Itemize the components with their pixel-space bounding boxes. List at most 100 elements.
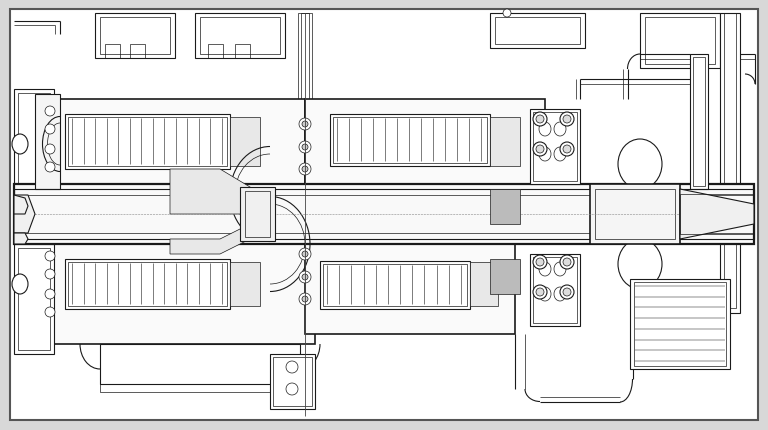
Bar [35,95,60,190]
Bar [490,14,585,49]
Bar [14,244,54,354]
Ellipse shape [302,166,308,172]
Ellipse shape [503,10,511,18]
Bar [634,283,726,366]
Bar [65,259,230,309]
Bar [35,244,315,344]
Bar [68,262,227,306]
Bar [490,118,520,166]
Bar [305,244,515,334]
Polygon shape [14,196,35,233]
Ellipse shape [560,143,574,157]
Ellipse shape [299,119,311,131]
Ellipse shape [45,125,55,135]
Ellipse shape [560,255,574,269]
Ellipse shape [302,252,308,258]
Ellipse shape [554,123,566,137]
Bar [100,344,300,384]
Bar [95,14,175,59]
Bar [14,90,54,200]
Bar [490,259,520,294]
Ellipse shape [554,147,566,162]
Ellipse shape [302,144,308,150]
Bar [533,258,577,323]
Bar [530,110,580,184]
Bar [270,354,315,409]
Bar [470,262,498,306]
Bar [640,14,720,69]
Ellipse shape [536,289,544,296]
Ellipse shape [45,252,55,261]
Bar [273,357,312,406]
Ellipse shape [560,286,574,299]
Bar [35,100,305,194]
Ellipse shape [286,383,298,395]
Ellipse shape [302,122,308,128]
Polygon shape [14,233,28,244]
Ellipse shape [45,307,55,317]
Bar [230,118,260,166]
Bar [320,261,470,309]
Bar [333,118,487,164]
Bar [724,14,736,308]
Bar [68,118,227,166]
Polygon shape [14,196,28,215]
Bar [630,280,730,369]
Bar [100,18,170,55]
Ellipse shape [563,289,571,296]
Bar [105,45,120,59]
Ellipse shape [12,274,28,294]
Ellipse shape [554,287,566,301]
Bar [230,262,260,306]
Bar [305,100,545,190]
Ellipse shape [299,249,311,261]
Bar [100,384,300,392]
Bar [14,196,754,233]
Bar [200,18,280,55]
Ellipse shape [563,146,571,154]
Bar [18,94,50,196]
Bar [240,187,275,241]
Ellipse shape [45,269,55,280]
Bar [495,18,580,45]
Ellipse shape [536,116,544,124]
Bar [720,14,740,313]
Ellipse shape [533,113,547,127]
Bar [65,115,230,169]
Ellipse shape [539,287,551,301]
Bar [595,190,675,240]
Bar [680,194,754,234]
Ellipse shape [536,146,544,154]
Polygon shape [680,190,754,240]
Bar [245,191,270,237]
Ellipse shape [533,255,547,269]
Polygon shape [170,215,270,255]
Bar [490,190,520,224]
Ellipse shape [533,143,547,157]
Bar [590,184,680,244]
Bar [645,18,715,65]
Bar [323,264,467,306]
Ellipse shape [45,107,55,117]
Ellipse shape [45,144,55,155]
Ellipse shape [536,258,544,266]
Bar [130,45,145,59]
Bar [235,45,250,59]
Ellipse shape [539,147,551,162]
Ellipse shape [302,274,308,280]
Bar [14,184,754,244]
Ellipse shape [554,262,566,276]
Ellipse shape [299,164,311,175]
Ellipse shape [618,240,662,289]
Ellipse shape [299,293,311,305]
Ellipse shape [533,286,547,299]
Polygon shape [170,169,270,215]
Ellipse shape [618,140,662,190]
Ellipse shape [12,135,28,155]
Ellipse shape [539,123,551,137]
Bar [195,14,285,59]
Ellipse shape [286,361,298,373]
Ellipse shape [563,258,571,266]
Ellipse shape [299,271,311,283]
Bar [298,14,312,124]
